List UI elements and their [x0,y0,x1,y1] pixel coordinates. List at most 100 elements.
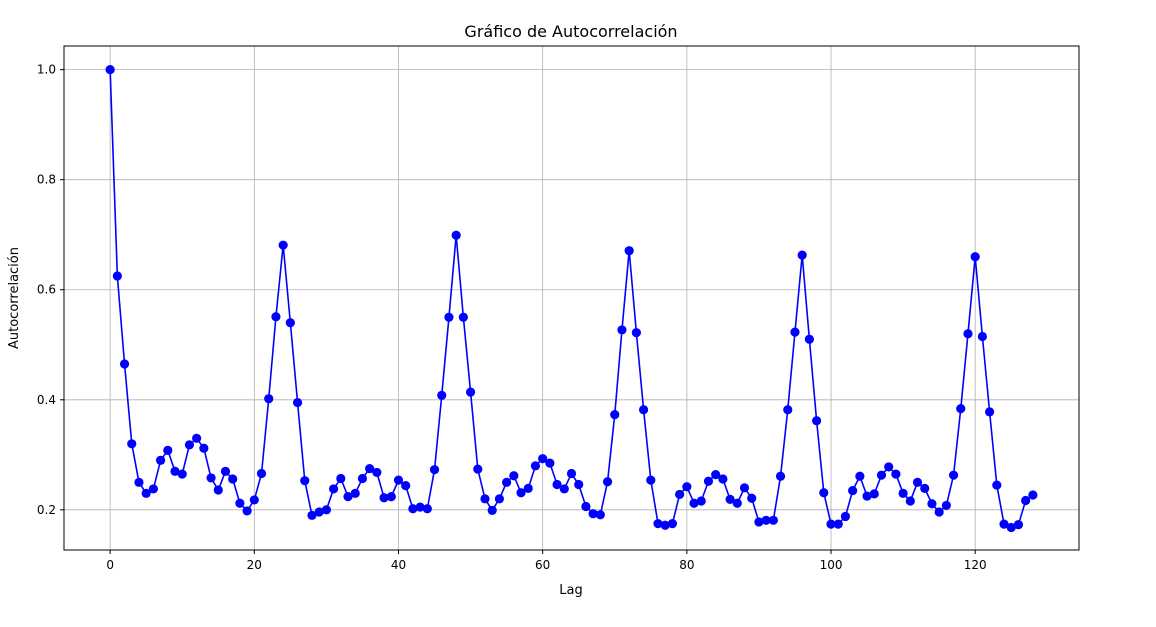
data-point [285,318,295,328]
data-point [588,509,598,519]
data-point [595,510,605,520]
data-point [840,511,851,522]
data-point [855,471,865,481]
series-autocorrelation [105,65,1038,533]
data-point [617,325,627,335]
data-point [711,470,721,480]
data-point [754,517,764,527]
data-point [264,394,274,404]
data-point [393,475,404,485]
y-tick-label: 0.8 [37,173,56,187]
data-point [278,240,288,250]
y-tick-label: 1.0 [37,63,56,77]
grid [64,46,1079,550]
data-point [667,518,678,529]
x-tick-label: 120 [964,558,987,572]
data-point [228,474,238,484]
data-point [898,488,908,498]
data-point [761,515,771,525]
data-point [127,439,137,449]
x-tick-label: 80 [679,558,694,572]
data-point [956,403,966,414]
data-point [826,519,836,529]
data-point [1013,520,1024,530]
data-point [538,454,548,464]
data-point [1021,495,1031,506]
data-point [689,498,699,508]
data-point [948,470,959,480]
x-tick-label: 0 [106,558,114,572]
data-point [790,327,800,337]
data-point [105,65,115,75]
x-tick-label: 100 [820,558,843,572]
data-point [249,495,259,505]
data-point [473,464,483,474]
data-point [775,471,786,481]
data-point [444,312,454,322]
axis-ticks: 0 20 40 60 80 100 120 0.2 0.4 0.6 0.8 1.0 [37,63,987,572]
data-point [848,485,858,496]
data-point [804,334,814,344]
data-point [480,494,490,504]
data-point [941,500,951,511]
data-point [516,488,526,498]
data-point [271,312,281,322]
data-point [970,252,980,262]
data-point [148,484,158,494]
data-point [415,502,425,512]
data-point [336,473,346,484]
data-point [545,458,555,468]
data-point [163,445,173,456]
data-point [891,469,901,479]
data-point [1028,490,1038,500]
data-point [747,493,757,503]
data-point [365,463,375,474]
data-point [638,405,649,415]
data-point [119,359,130,369]
x-tick-label: 20 [247,558,262,572]
y-tick-label: 0.6 [37,283,56,297]
data-point [184,440,195,450]
data-point [610,410,620,420]
x-tick-label: 60 [535,558,550,572]
data-point [999,519,1009,529]
data-point [912,477,923,487]
data-point [718,474,728,484]
data-point [985,407,995,417]
data-point [177,469,187,479]
data-point [199,443,209,453]
data-point [300,476,310,486]
data-point [357,473,368,484]
data-point [386,492,396,502]
data-point [811,416,822,426]
data-point [682,482,692,492]
data-point [242,506,252,516]
data-point [732,498,742,508]
data-point [220,466,231,476]
data-point [631,328,641,338]
data-point [876,470,887,480]
data-point [451,230,461,240]
data-point [624,246,634,256]
data-point [920,483,930,493]
data-point [401,481,411,491]
data-point [646,475,656,485]
data-point [379,493,389,503]
y-tick-label: 0.4 [37,393,56,407]
data-point [581,501,591,512]
data-point [343,492,353,502]
data-point [292,397,303,408]
data-point [372,467,382,478]
y-tick-label: 0.2 [37,503,56,517]
data-point [314,507,324,517]
data-point [408,504,418,514]
data-point [350,488,360,498]
data-point [256,468,267,479]
data-point [783,405,793,415]
x-axis-label: Lag [559,583,582,598]
data-point [134,477,144,487]
data-point [502,477,512,487]
data-point [422,504,432,514]
data-point [725,494,735,504]
